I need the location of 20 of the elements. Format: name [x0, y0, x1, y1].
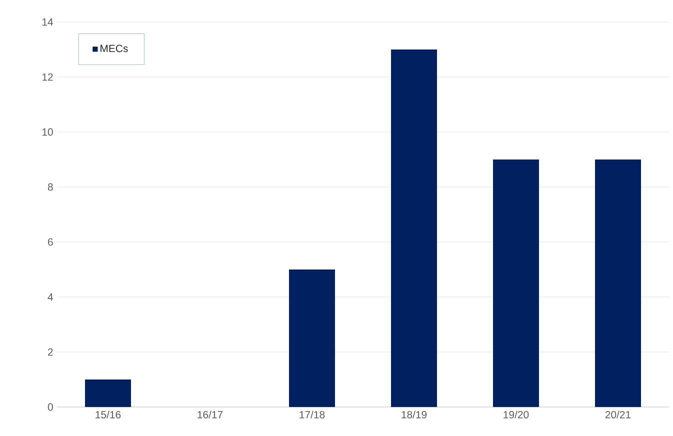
x-tick-label: 16/17 — [198, 410, 223, 418]
bar — [595, 159, 642, 407]
legend-label: MECs — [100, 44, 128, 52]
y-tick-label: 10 — [42, 128, 53, 136]
y-tick-label: 0 — [48, 403, 53, 411]
bar — [85, 380, 131, 407]
x-tick-label: 18/19 — [402, 410, 427, 418]
y-tick-label: 6 — [48, 238, 53, 246]
bar — [391, 49, 438, 407]
y-tick-label: 2 — [48, 348, 53, 356]
x-tick-label: 17/18 — [300, 410, 325, 418]
bar — [493, 159, 540, 407]
x-tick-label: 19/20 — [504, 410, 529, 418]
y-tick-label: 8 — [48, 183, 53, 191]
bar — [289, 270, 336, 407]
x-tick-label: 20/21 — [605, 410, 631, 418]
y-tick-label: 14 — [42, 18, 53, 26]
x-tick-label: 15/16 — [96, 410, 121, 418]
y-tick-label: 12 — [42, 73, 53, 81]
y-tick-label: 4 — [48, 293, 53, 301]
